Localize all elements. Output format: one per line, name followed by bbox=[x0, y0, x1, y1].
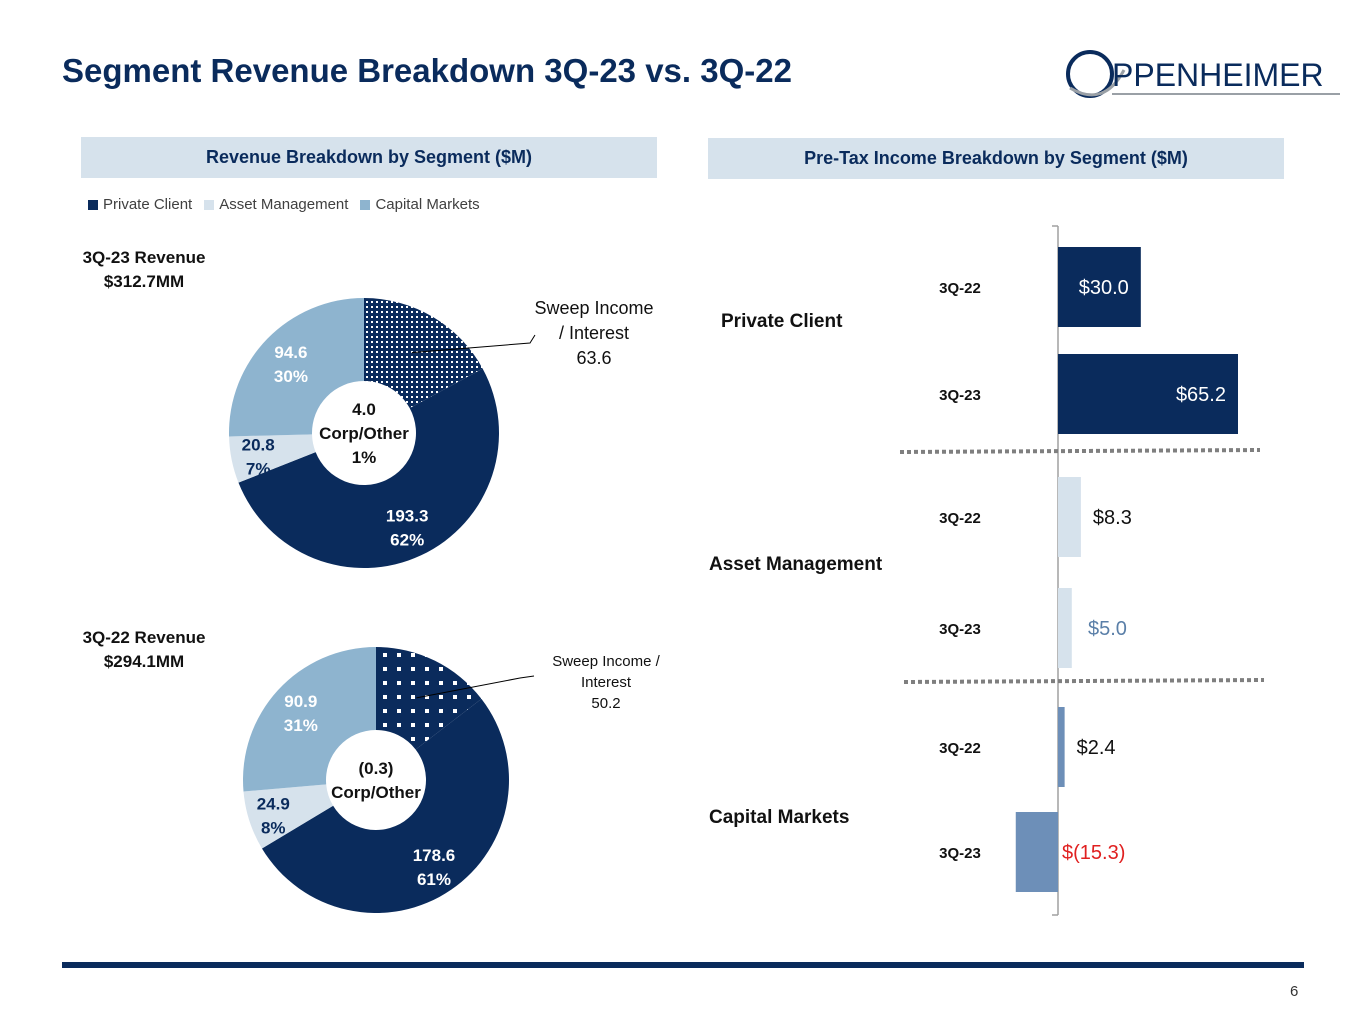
oppenheimer-logo: PPENHEIMER bbox=[1066, 50, 1340, 98]
legend-label-asset-management: Asset Management bbox=[219, 196, 349, 213]
sweep-label-line-1: Sweep Income / bbox=[552, 653, 660, 670]
period-label-asset-management-3q-23: 3Q-23 bbox=[939, 621, 981, 638]
label-pct-asset-management: 7% bbox=[246, 460, 271, 479]
pretax-bar-chart: Private Client 3Q-22 $30.0 3Q-23 $65.2 Asset … bbox=[709, 225, 1265, 916]
page-number: 6 bbox=[1290, 983, 1299, 1000]
sweep-leader-line bbox=[416, 675, 535, 699]
period-label-private-client-3q-22: 3Q-22 bbox=[939, 280, 981, 297]
legend-item-private-client: Private Client bbox=[88, 196, 192, 213]
slice-private-client bbox=[261, 698, 509, 913]
logo-text: PPENHEIMER bbox=[1112, 57, 1324, 93]
bar-asset-management-3q-23 bbox=[1058, 588, 1072, 668]
sweep-label-line-3: 63.6 bbox=[576, 348, 611, 368]
legend-item-capital-markets: Capital Markets bbox=[360, 196, 480, 213]
label-value-capital-markets: 94.6 bbox=[274, 343, 307, 362]
bar-asset-management-3q-22 bbox=[1058, 477, 1081, 557]
revenue-panel-header: Revenue Breakdown by Segment ($M) bbox=[81, 137, 657, 178]
revenue-3q23-title-line1: 3Q-23 Revenue bbox=[82, 248, 206, 267]
donut-chart-3q23: 193.3 62% 20.8 7% 94.6 30% 4.0 Corp/Other 1% Swee… bbox=[229, 298, 654, 569]
label-pct-asset-management: 8% bbox=[261, 818, 286, 837]
bar-private-client-3q-23 bbox=[1058, 354, 1238, 434]
donut-chart-3q22: 178.6 61% 24.9 8% 90.9 31% (0.3) Corp/Other Swee… bbox=[243, 647, 661, 913]
period-label-asset-management-3q-22: 3Q-22 bbox=[939, 510, 981, 527]
footer-divider bbox=[62, 962, 1304, 968]
label-pct-capital-markets: 30% bbox=[274, 367, 308, 386]
bar-value-capital-markets-3q-22: $2.4 bbox=[1077, 737, 1116, 759]
center-label-line-2: Corp/Other bbox=[319, 424, 409, 443]
bar-value-private-client-3q-23: $65.2 bbox=[1176, 384, 1226, 406]
label-pct-capital-markets: 31% bbox=[284, 716, 318, 735]
bar-value-asset-management-3q-23: $5.0 bbox=[1088, 618, 1127, 640]
separator-1 bbox=[899, 448, 1261, 454]
revenue-3q22-title: 3Q-22 Revenue $294.1MM bbox=[72, 626, 216, 674]
segment-label-private-client: Private Client bbox=[721, 311, 843, 332]
slice-sweep-income bbox=[376, 647, 482, 750]
bar-private-client-3q-22 bbox=[1058, 247, 1141, 327]
separator-2 bbox=[903, 678, 1265, 684]
sweep-label-line-2: / Interest bbox=[559, 323, 629, 343]
legend-label-private-client: Private Client bbox=[103, 196, 193, 213]
legend-swatch-private-client bbox=[88, 199, 98, 210]
label-pct-private-client: 61% bbox=[417, 870, 451, 889]
slice-capital-markets bbox=[243, 647, 376, 792]
label-value-private-client: 193.3 bbox=[386, 506, 429, 525]
legend-item-asset-management: Asset Management bbox=[204, 196, 348, 213]
pretax-panel-header: Pre-Tax Income Breakdown by Segment ($M) bbox=[708, 138, 1284, 179]
bar-value-private-client-3q-22: $30.0 bbox=[1079, 277, 1129, 299]
period-label-capital-markets-3q-23: 3Q-23 bbox=[939, 845, 981, 862]
center-label-line-3: 1% bbox=[352, 448, 377, 467]
revenue-3q22-title-line1: 3Q-22 Revenue bbox=[82, 628, 206, 647]
label-value-asset-management: 20.8 bbox=[242, 436, 275, 455]
sweep-label-line-2: Interest bbox=[581, 674, 632, 691]
logo-swoosh bbox=[1069, 69, 1126, 97]
slice-asset-management bbox=[243, 784, 334, 849]
bar-capital-markets-3q-23 bbox=[1015, 812, 1058, 892]
slice-sweep-income bbox=[364, 298, 483, 409]
center-label-line-1: (0.3) bbox=[359, 759, 394, 778]
revenue-3q22-total: $294.1MM bbox=[103, 652, 185, 671]
sweep-leader-line bbox=[411, 334, 536, 354]
bar-value-capital-markets-3q-23: $(15.3) bbox=[1062, 842, 1125, 864]
bar-capital-markets-3q-22 bbox=[1058, 707, 1065, 787]
center-label-line-2: Corp/Other bbox=[331, 783, 421, 802]
label-value-capital-markets: 90.9 bbox=[284, 692, 317, 711]
slice-asset-management bbox=[229, 434, 316, 483]
legend-label-capital-markets: Capital Markets bbox=[375, 196, 480, 213]
label-value-private-client: 178.6 bbox=[413, 846, 456, 865]
page-title: Segment Revenue Breakdown 3Q-23 vs. 3Q-2… bbox=[62, 52, 792, 89]
period-label-capital-markets-3q-22: 3Q-22 bbox=[939, 740, 981, 757]
revenue-legend: Private Client Asset Management Capital … bbox=[88, 196, 492, 213]
revenue-3q23-total: $312.7MM bbox=[103, 272, 185, 291]
sweep-label-line-1: Sweep Income bbox=[534, 298, 653, 318]
slice-private-client bbox=[238, 368, 500, 569]
segment-label-asset-management: Asset Management bbox=[709, 554, 883, 575]
center-label-line-1: 4.0 bbox=[352, 400, 376, 419]
sweep-label-line-3: 50.2 bbox=[591, 695, 620, 712]
legend-swatch-asset-management bbox=[204, 199, 215, 210]
label-value-asset-management: 24.9 bbox=[257, 794, 290, 813]
legend-swatch-capital-markets bbox=[360, 199, 371, 210]
segment-label-capital-markets: Capital Markets bbox=[709, 807, 849, 828]
period-label-private-client-3q-23: 3Q-23 bbox=[939, 387, 981, 404]
label-pct-private-client: 62% bbox=[390, 530, 424, 549]
bar-value-asset-management-3q-22: $8.3 bbox=[1093, 507, 1132, 529]
revenue-3q23-title: 3Q-23 Revenue $312.7MM bbox=[72, 246, 216, 294]
slice-capital-markets bbox=[229, 298, 364, 437]
